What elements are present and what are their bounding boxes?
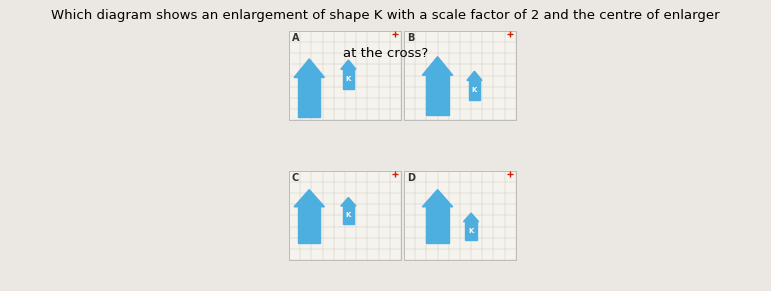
Polygon shape (463, 213, 479, 222)
Polygon shape (423, 57, 453, 75)
Bar (426, 75, 449, 115)
Text: K: K (472, 87, 477, 93)
Bar (426, 207, 449, 243)
Bar (469, 81, 480, 100)
Polygon shape (341, 198, 356, 206)
Polygon shape (466, 71, 482, 81)
Text: A: A (292, 33, 299, 43)
Text: K: K (345, 212, 351, 218)
Bar (298, 207, 321, 243)
Polygon shape (341, 60, 356, 69)
Polygon shape (294, 190, 325, 207)
Text: B: B (407, 33, 414, 43)
Text: D: D (407, 173, 415, 183)
Bar (466, 222, 476, 240)
Text: C: C (292, 173, 299, 183)
Text: at the cross?: at the cross? (343, 47, 428, 60)
Text: K: K (345, 76, 351, 82)
Text: Which diagram shows an enlargement of shape K with a scale factor of 2 and the c: Which diagram shows an enlargement of sh… (51, 9, 720, 22)
Bar (298, 77, 321, 117)
Bar (343, 206, 354, 224)
Text: K: K (469, 228, 473, 234)
Polygon shape (423, 190, 453, 207)
Polygon shape (294, 59, 325, 77)
Bar (343, 69, 354, 89)
